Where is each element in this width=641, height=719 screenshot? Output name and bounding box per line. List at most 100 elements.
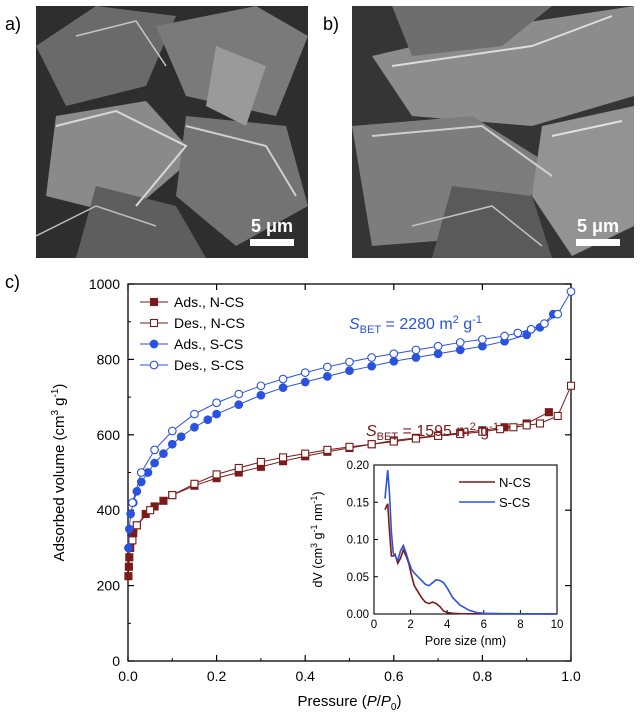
inset-x-tick-label: 0 [371, 619, 377, 631]
data-point [168, 491, 177, 500]
y-tick-label: 800 [97, 351, 121, 367]
data-point [323, 445, 332, 454]
data-point [278, 383, 288, 393]
data-point [345, 442, 354, 451]
panel-label-b: b) [323, 14, 340, 34]
data-point [190, 479, 199, 488]
panel-label-c: c) [5, 272, 20, 292]
inset-y-tick-label: 0.10 [347, 535, 369, 547]
x-axis-label: Pressure (P/P0) [298, 693, 402, 713]
data-point [411, 434, 421, 443]
data-point [256, 381, 266, 391]
isotherm-chart: 0.0 0.2 0.4 0.6 0.8 1.0 0 200 400 600 800 1000 Press… [50, 276, 581, 713]
y-tick-label: 600 [97, 427, 121, 443]
data-point [566, 381, 576, 390]
data-point [167, 426, 177, 436]
data-point [124, 562, 133, 571]
data-point [212, 398, 221, 408]
inset-series-s-cs [384, 470, 558, 615]
data-point [478, 427, 487, 436]
data-point [455, 338, 465, 347]
data-point [136, 468, 146, 477]
data-point [345, 366, 354, 376]
scale-bar-a: 5 μm [250, 216, 294, 246]
series-des-s-cs [128, 287, 576, 508]
sem-image-scs: 5 μm [352, 6, 634, 258]
x-tick-label: 1.0 [561, 668, 581, 684]
series-des-n-cs [128, 381, 576, 545]
data-point [301, 449, 310, 458]
y-tick-label: 400 [97, 502, 121, 518]
data-point [234, 389, 244, 399]
data-point [553, 309, 563, 319]
inset-y-axis-label: dV (cm3 g-1 nm-1) [309, 491, 325, 587]
inset-plot: 0 2 4 6 8 10 0.00 0.05 0.10 0.15 0.20 Pore size (nm… [309, 460, 563, 648]
data-point [367, 440, 376, 449]
data-point [433, 341, 443, 351]
data-point [433, 349, 443, 359]
data-point [526, 324, 536, 334]
data-point [389, 349, 399, 359]
data-point [278, 453, 288, 462]
inset-y-tick-label: 0.20 [347, 460, 369, 472]
inset-x-tick-label: 4 [444, 619, 451, 631]
data-point [150, 458, 159, 468]
data-point [323, 372, 332, 381]
x-tick-label: 0.0 [118, 668, 138, 684]
data-point [522, 421, 531, 430]
scale-bar-a-line [250, 239, 294, 246]
data-point [411, 353, 421, 362]
data-point [544, 408, 553, 417]
inset-y-tick-label: 0.00 [347, 609, 369, 621]
data-point [513, 328, 523, 338]
data-point [190, 422, 199, 432]
inset-legend-label: S-CS [499, 495, 530, 510]
y-tick-label: 1000 [89, 276, 120, 292]
data-point [167, 439, 177, 449]
x-tick-label: 0.4 [295, 668, 315, 684]
data-point [367, 361, 377, 371]
legend-label: Des., N-CS [174, 315, 245, 331]
sem-image-scs-texture [352, 6, 634, 258]
data-point [128, 536, 137, 545]
inset-x-tick-label: 10 [551, 619, 564, 631]
legend-marker [149, 360, 159, 370]
inset-legend-label: N-CS [499, 475, 531, 490]
data-point [150, 445, 159, 455]
x-tick-label: 0.2 [207, 668, 227, 684]
data-point [434, 431, 443, 440]
data-point [566, 287, 576, 296]
data-point [278, 374, 288, 384]
data-point [540, 319, 549, 328]
data-point [300, 368, 310, 377]
data-point [124, 524, 134, 534]
data-point [478, 335, 487, 344]
legend-marker [149, 339, 159, 349]
data-point [456, 429, 465, 439]
data-point [234, 400, 244, 409]
data-point [146, 506, 155, 515]
y-tick-label: 200 [97, 578, 121, 594]
data-point [389, 437, 398, 446]
inset-x-tick-label: 6 [481, 619, 487, 631]
data-point [132, 521, 141, 530]
legend-label: Ads., N-CS [174, 294, 244, 310]
legend-label: Ads., S-CS [174, 336, 243, 352]
scale-bar-b-line [576, 239, 620, 246]
data-point [553, 411, 562, 420]
y-tick-label: 0 [112, 653, 120, 669]
data-point [203, 415, 213, 425]
data-point [535, 419, 545, 428]
scale-bar-b: 5 μm [576, 216, 620, 246]
data-point [124, 543, 133, 553]
annotation-scs-bet: SBET = 2280 m2 g-1 [349, 314, 482, 336]
scale-bar-a-label: 5 μm [250, 216, 294, 236]
data-point [522, 330, 532, 340]
x-tick-label: 0.8 [473, 668, 493, 684]
data-point [509, 423, 518, 432]
data-point [389, 356, 399, 366]
data-point [126, 509, 136, 519]
data-point [411, 345, 421, 355]
data-point [300, 377, 310, 387]
y-axis-label: Adsorbed volume (cm3 g-1) [50, 384, 68, 562]
